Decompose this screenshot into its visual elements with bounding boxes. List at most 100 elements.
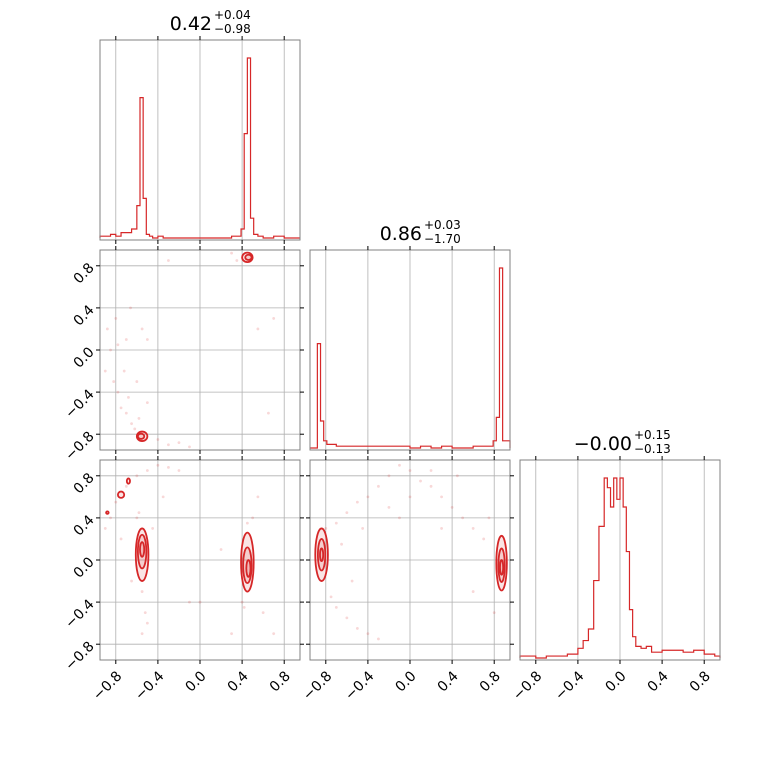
contour-level — [245, 559, 252, 578]
scatter-point — [334, 521, 338, 525]
scatter-point — [122, 369, 126, 373]
y-tick-label: −0.4 — [62, 596, 97, 631]
x-tick-label: 0.8 — [477, 668, 504, 695]
scatter-point — [377, 484, 380, 488]
scatter-point — [429, 484, 433, 488]
x-tick-label: −0.4 — [342, 668, 377, 703]
scatter-point — [145, 469, 149, 472]
title-value-p1: 0.86 — [380, 223, 422, 245]
scatter-point — [167, 465, 170, 469]
scatter-point — [408, 495, 412, 499]
scatter-point — [188, 445, 191, 449]
x-tick-label: −0.4 — [132, 668, 167, 703]
scatter-point — [105, 327, 109, 331]
scatter-point — [471, 527, 475, 530]
title-value-p0: 0.42 — [170, 13, 212, 35]
scatter-point — [119, 406, 123, 410]
scatter-point — [124, 484, 128, 488]
scatter-point — [387, 505, 391, 509]
scatter-point — [471, 590, 475, 593]
y-tick-label: 0.4 — [71, 512, 98, 539]
x-tick-label: −0.4 — [552, 668, 587, 703]
scatter-point — [251, 516, 255, 520]
scatter-point — [140, 632, 144, 636]
title-minus-p0: −0.98 — [214, 22, 251, 36]
x-tick-label: 0.4 — [435, 668, 462, 695]
x-tick-label: −0.8 — [300, 668, 335, 703]
scatter-point — [156, 463, 160, 467]
scatter-point — [188, 600, 191, 604]
scatter-point — [350, 579, 354, 583]
contour-level — [139, 541, 146, 558]
scatter-point — [177, 441, 181, 445]
scatter-point — [487, 516, 491, 520]
scatter-point — [130, 422, 133, 426]
title-minus-p1: −1.70 — [424, 232, 461, 246]
scatter-point — [419, 479, 422, 483]
scatter-point — [135, 380, 139, 383]
y-tick-label: 0.4 — [71, 302, 98, 329]
scatter-point — [114, 317, 118, 320]
scatter-point — [340, 542, 343, 546]
x-tick-label: 0.0 — [603, 668, 630, 695]
contour-level — [319, 547, 325, 562]
histogram-p2 — [519, 477, 721, 659]
scatter-point — [256, 495, 260, 499]
scatter-point — [135, 516, 139, 520]
scatter-point — [398, 463, 401, 467]
scatter-point — [124, 411, 128, 415]
scatter-point — [103, 527, 107, 530]
scatter-point — [245, 521, 249, 525]
scatter-point — [440, 527, 443, 530]
scatter-point — [366, 495, 370, 499]
x-tick-label: 0.4 — [645, 668, 672, 695]
scatter-point — [230, 251, 233, 255]
scatter-point — [387, 474, 391, 478]
scatter-point — [267, 411, 270, 415]
scatter-point — [272, 317, 276, 320]
contour-level — [314, 527, 329, 582]
scatter-point — [130, 579, 133, 583]
contour-level — [116, 490, 126, 499]
scatter-point — [177, 469, 181, 472]
x-tick-label: −0.8 — [510, 668, 545, 703]
scatter-point — [135, 474, 139, 478]
scatter-point — [440, 495, 443, 499]
x-tick-label: −0.8 — [90, 668, 125, 703]
contour-level — [244, 253, 253, 261]
title-plus-p1: +0.03 — [424, 218, 461, 232]
scatter-point — [461, 516, 465, 520]
scatter-point — [345, 616, 349, 620]
scatter-point — [167, 443, 170, 447]
y-tick-label: −0.8 — [62, 639, 97, 674]
scatter-point — [242, 605, 246, 609]
scatter-point — [137, 417, 141, 420]
title-minus-p2: −0.13 — [634, 442, 671, 456]
scatter-point — [219, 548, 223, 551]
scatter-point — [151, 527, 155, 530]
scatter-point — [398, 516, 401, 520]
y-tick-label: 0.8 — [71, 260, 98, 287]
x-tick-label: 0.0 — [393, 668, 420, 695]
scatter-point — [109, 348, 112, 352]
scatter-point — [116, 343, 120, 347]
scatter-point — [377, 637, 380, 641]
scatter-point — [140, 590, 144, 593]
scatter-point — [345, 511, 349, 515]
scatter-point — [429, 469, 433, 472]
scatter-point — [261, 611, 265, 615]
scatter-point — [240, 600, 244, 604]
scatter-point — [355, 627, 359, 630]
scatter-point — [145, 621, 149, 625]
scatter-point — [235, 259, 239, 262]
scatter-point — [143, 611, 147, 615]
contour-level — [105, 510, 110, 515]
scatter-point — [129, 306, 132, 310]
scatter-point — [140, 327, 144, 331]
x-tick-label: 0.8 — [267, 668, 294, 695]
scatter-point — [124, 338, 128, 341]
scatter-point — [408, 469, 412, 472]
contour-level — [316, 538, 327, 572]
contour-level — [499, 559, 505, 576]
